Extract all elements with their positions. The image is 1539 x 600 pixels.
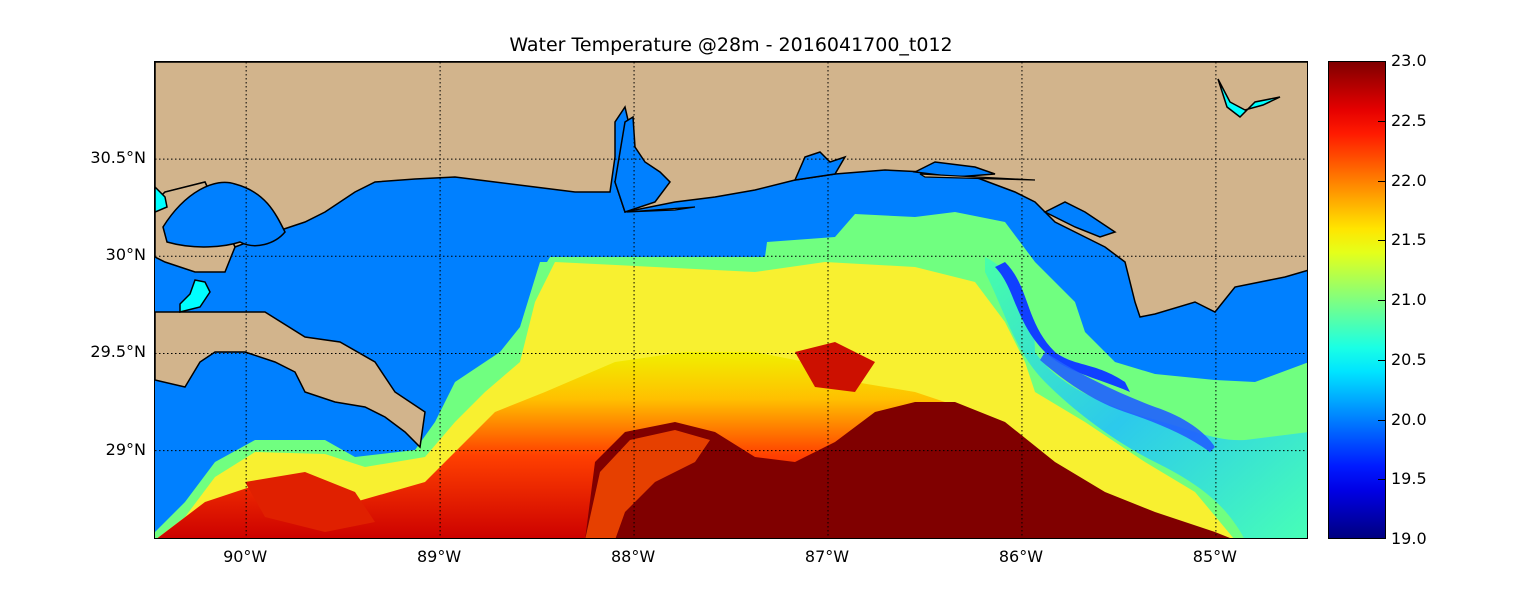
lake-maurepas — [179, 279, 211, 313]
colorbar-tick-label: 21.5 — [1391, 230, 1427, 250]
graticule — [155, 62, 1307, 538]
lake-west-edge — [155, 185, 168, 213]
map-title: Water Temperature @28m - 2016041700_t012 — [509, 34, 953, 56]
eddy-orange-rim — [585, 430, 710, 538]
cool-filament-east — [985, 257, 1307, 538]
colorbar-tick — [1378, 479, 1386, 481]
latitude-label: 30°N — [105, 245, 146, 265]
colorbar-tick — [1378, 61, 1386, 62]
colorbar-tick-label: 20.0 — [1391, 409, 1427, 429]
colorbar-tick-label: 19.0 — [1391, 529, 1427, 548]
warm-patch-center — [795, 342, 875, 392]
colorbar-tick-label: 22.5 — [1391, 110, 1427, 130]
colorbar-tick — [1378, 538, 1386, 539]
colorbar-tick-label: 22.0 — [1391, 170, 1427, 190]
colorbar-tick-label: 23.0 — [1391, 51, 1427, 70]
longitude-label: 85°W — [1192, 547, 1237, 566]
longitude-label: 88°W — [610, 547, 656, 566]
warm-patch-west — [245, 472, 375, 532]
colorbar-tick — [1378, 240, 1386, 242]
mobile-bay — [614, 115, 671, 213]
temperature-map — [155, 62, 1307, 538]
colorbar-tick — [1378, 180, 1386, 182]
colorbar-tick — [1378, 300, 1386, 301]
longitude-label: 90°W — [223, 547, 268, 566]
barrier-island-2 — [919, 173, 1036, 181]
latitude-label: 30.5°N — [90, 148, 146, 168]
latitude-label: 29°N — [105, 439, 146, 459]
st-andrew-bay — [1043, 201, 1117, 238]
loop-current-warm-eddy — [585, 402, 1230, 538]
lake-pontchartrain — [162, 181, 286, 248]
longitude-label: 86°W — [998, 547, 1044, 566]
longitude-label: 87°W — [804, 547, 850, 566]
land-west-delta — [155, 311, 426, 449]
colorbar-tick — [1378, 120, 1386, 122]
cold-streak-east — [995, 262, 1130, 392]
lake-northeast — [1217, 78, 1281, 118]
cold-streak-east-2 — [1040, 352, 1215, 452]
colorbar-tick — [1378, 359, 1386, 361]
colorbar-tick-label: 19.5 — [1391, 469, 1427, 489]
land-north — [155, 62, 1307, 318]
map-panel[interactable] — [154, 61, 1308, 539]
latitude-label: 29.5°N — [90, 342, 146, 362]
barrier-island-1 — [626, 206, 696, 213]
colorbar-tick-label: 21.0 — [1391, 290, 1427, 309]
colorbar-tick — [1378, 419, 1386, 421]
colorbar — [1328, 61, 1386, 539]
longitude-label: 89°W — [417, 547, 462, 566]
colorbar-tick-label: 20.5 — [1391, 349, 1427, 369]
